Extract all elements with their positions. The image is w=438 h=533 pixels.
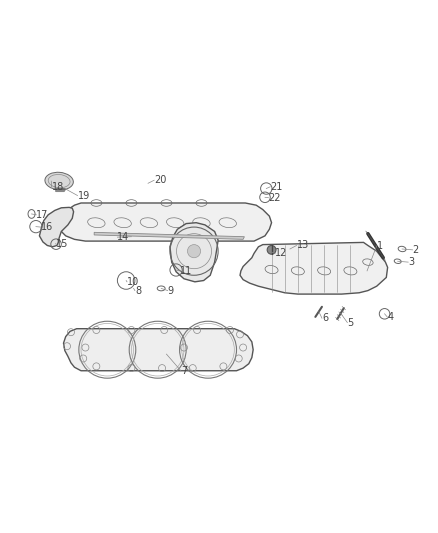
Polygon shape xyxy=(39,207,74,247)
Text: 9: 9 xyxy=(168,286,174,296)
Text: 5: 5 xyxy=(347,318,353,328)
Text: 4: 4 xyxy=(387,312,393,322)
Text: 6: 6 xyxy=(322,313,328,323)
Text: 7: 7 xyxy=(181,366,187,376)
Text: 1: 1 xyxy=(377,241,383,251)
Text: 11: 11 xyxy=(180,266,192,276)
Text: 20: 20 xyxy=(154,175,166,185)
Polygon shape xyxy=(240,243,388,294)
Text: 17: 17 xyxy=(36,210,49,220)
Polygon shape xyxy=(170,223,218,282)
Text: 16: 16 xyxy=(41,222,53,232)
Ellipse shape xyxy=(45,172,73,190)
Circle shape xyxy=(187,245,201,258)
Polygon shape xyxy=(94,232,244,239)
Circle shape xyxy=(267,246,276,254)
Text: 2: 2 xyxy=(413,245,419,255)
Polygon shape xyxy=(58,203,272,241)
Text: 19: 19 xyxy=(78,190,90,200)
Text: 18: 18 xyxy=(52,182,64,192)
Text: 10: 10 xyxy=(127,277,139,287)
Polygon shape xyxy=(64,329,253,371)
Text: 12: 12 xyxy=(275,248,287,259)
Text: 21: 21 xyxy=(270,182,283,192)
Text: 3: 3 xyxy=(408,257,414,267)
Text: 14: 14 xyxy=(117,232,130,242)
Text: 13: 13 xyxy=(297,240,309,251)
Text: 8: 8 xyxy=(135,286,141,296)
Text: 22: 22 xyxy=(268,193,281,203)
Text: 15: 15 xyxy=(56,239,68,249)
